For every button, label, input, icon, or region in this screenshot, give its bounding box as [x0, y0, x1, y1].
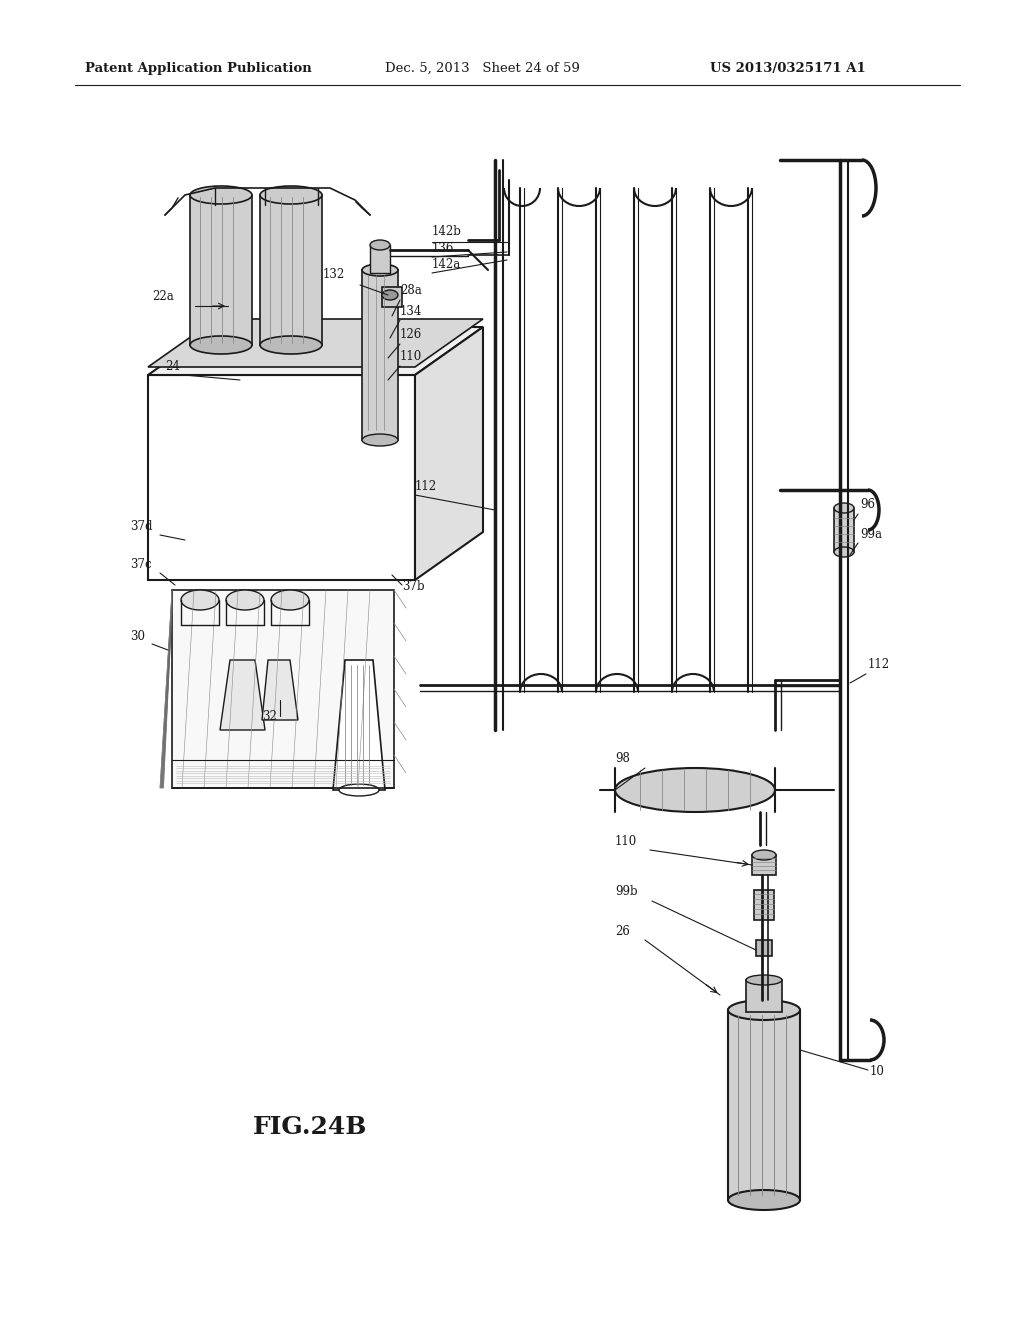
Bar: [172, 590, 394, 788]
Text: FIG.24B: FIG.24B: [253, 1115, 368, 1139]
Text: 22a: 22a: [152, 290, 174, 304]
Text: 112: 112: [415, 480, 437, 492]
Text: 30: 30: [130, 630, 145, 643]
Text: 10: 10: [870, 1065, 885, 1078]
Text: 136: 136: [432, 242, 455, 255]
Ellipse shape: [728, 1191, 800, 1210]
Ellipse shape: [260, 337, 322, 354]
Polygon shape: [333, 660, 385, 789]
Ellipse shape: [615, 768, 775, 812]
Bar: [834, 508, 854, 552]
Bar: [260, 195, 322, 345]
Text: Dec. 5, 2013   Sheet 24 of 59: Dec. 5, 2013 Sheet 24 of 59: [385, 62, 580, 75]
Text: 96: 96: [860, 498, 874, 511]
Text: 110: 110: [400, 350, 422, 363]
Polygon shape: [262, 660, 298, 719]
Ellipse shape: [362, 434, 398, 446]
Bar: [756, 940, 772, 956]
Text: 99b: 99b: [615, 884, 638, 898]
Polygon shape: [148, 327, 483, 375]
Polygon shape: [148, 375, 415, 579]
Text: 142b: 142b: [432, 224, 462, 238]
Ellipse shape: [339, 784, 379, 796]
Text: 28a: 28a: [400, 284, 422, 297]
Ellipse shape: [728, 1001, 800, 1020]
Polygon shape: [148, 319, 483, 367]
Ellipse shape: [181, 590, 219, 610]
Text: 26: 26: [615, 925, 630, 939]
Ellipse shape: [271, 590, 309, 610]
Text: 24: 24: [165, 360, 180, 374]
Bar: [370, 246, 390, 273]
Ellipse shape: [190, 337, 252, 354]
Ellipse shape: [190, 186, 252, 205]
Text: 37b: 37b: [402, 579, 425, 593]
Bar: [190, 195, 252, 345]
Ellipse shape: [746, 975, 782, 985]
Text: 32: 32: [262, 710, 276, 723]
Text: 37c: 37c: [130, 558, 152, 572]
Ellipse shape: [226, 590, 264, 610]
Text: 132: 132: [323, 268, 345, 281]
Ellipse shape: [382, 290, 398, 300]
Ellipse shape: [362, 264, 398, 276]
Ellipse shape: [834, 503, 854, 513]
Polygon shape: [415, 327, 483, 579]
Ellipse shape: [834, 546, 854, 557]
Text: 134: 134: [400, 305, 422, 318]
Text: 112: 112: [868, 657, 890, 671]
Ellipse shape: [752, 850, 776, 861]
Bar: [728, 1010, 800, 1200]
Text: 37d: 37d: [130, 520, 153, 533]
Bar: [382, 286, 402, 308]
Text: 99a: 99a: [860, 528, 882, 541]
Ellipse shape: [260, 186, 322, 205]
Text: 98: 98: [615, 752, 630, 766]
Text: Patent Application Publication: Patent Application Publication: [85, 62, 311, 75]
Ellipse shape: [370, 240, 390, 249]
Polygon shape: [220, 660, 265, 730]
Bar: [754, 890, 774, 920]
Text: 110: 110: [615, 836, 637, 847]
Bar: [752, 855, 776, 875]
Bar: [746, 979, 782, 1012]
Text: US 2013/0325171 A1: US 2013/0325171 A1: [710, 62, 865, 75]
Text: 142a: 142a: [432, 257, 461, 271]
Bar: [362, 271, 398, 440]
Text: 126: 126: [400, 327, 422, 341]
